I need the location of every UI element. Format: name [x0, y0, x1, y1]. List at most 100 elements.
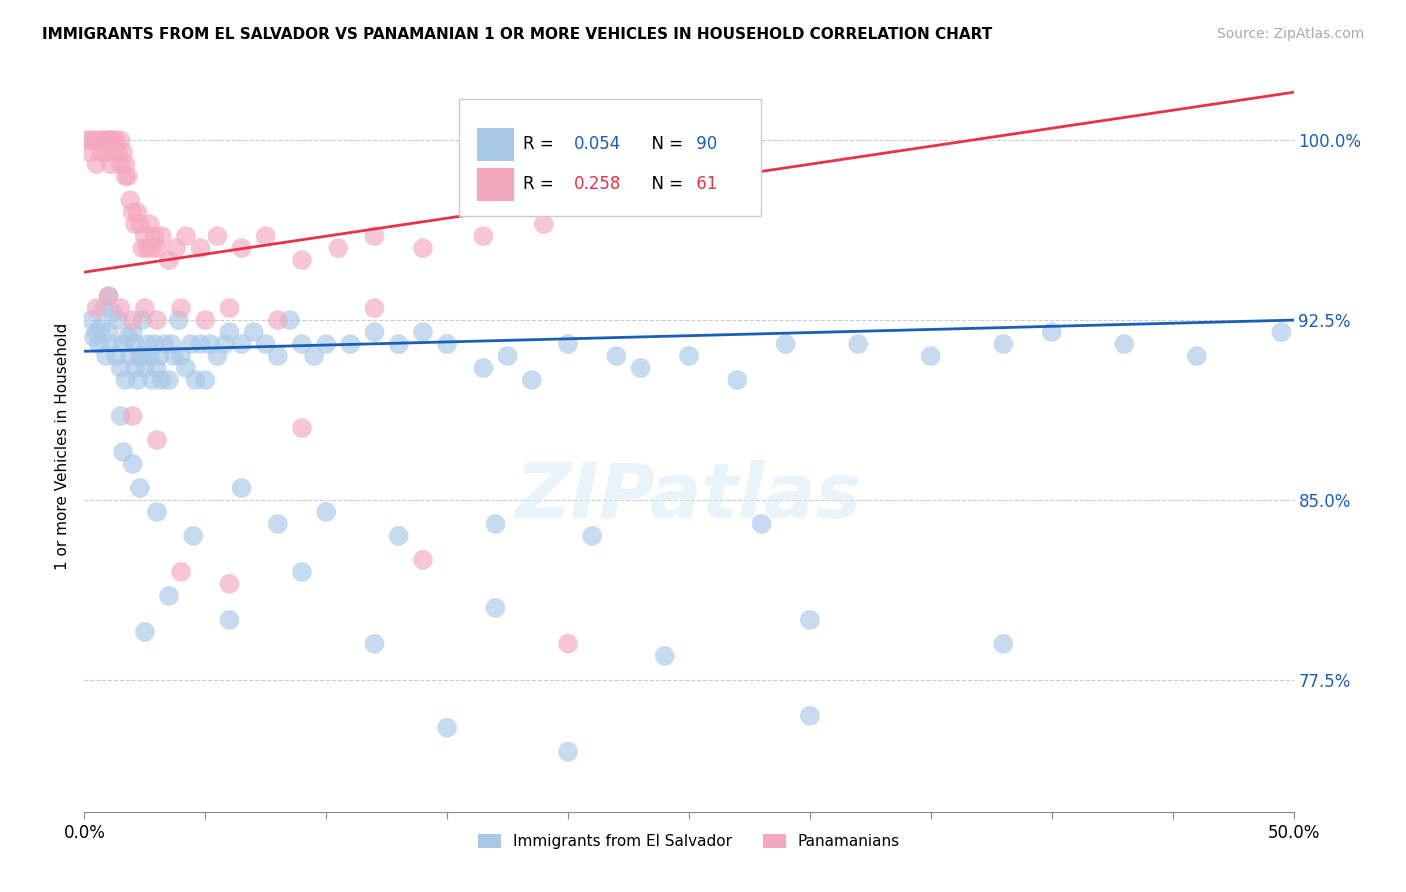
Point [97, 289, 120, 303]
Point [328, 241, 350, 255]
Y-axis label: 1 or more Vehicles in Household: 1 or more Vehicles in Household [55, 322, 70, 570]
Point [136, 337, 159, 351]
Point [129, 481, 152, 495]
Point [520, 373, 543, 387]
Point [134, 624, 156, 639]
Point [412, 325, 434, 339]
Point [134, 361, 156, 376]
Text: 0.054: 0.054 [574, 135, 621, 153]
Point [174, 229, 197, 244]
Point [231, 241, 253, 255]
Point [218, 325, 240, 339]
Point [920, 349, 942, 363]
Point [214, 337, 236, 351]
Point [143, 229, 166, 244]
Point [170, 301, 193, 315]
Point [291, 337, 314, 351]
Point [90, 145, 112, 160]
Point [107, 145, 129, 160]
Point [86, 301, 108, 315]
Point [630, 361, 652, 376]
Point [242, 325, 264, 339]
Point [207, 229, 229, 244]
Point [194, 373, 217, 387]
Point [80, 133, 103, 147]
Point [150, 229, 173, 244]
Point [174, 361, 197, 376]
Point [121, 457, 143, 471]
Point [146, 361, 169, 376]
Point [472, 229, 495, 244]
Point [112, 445, 135, 459]
Point [267, 349, 290, 363]
Point [315, 337, 337, 351]
Point [138, 349, 160, 363]
Point [436, 721, 458, 735]
Point [291, 565, 314, 579]
Point [218, 613, 240, 627]
Point [138, 217, 160, 231]
Text: 0.258: 0.258 [574, 175, 621, 194]
Point [678, 349, 700, 363]
Point [190, 241, 212, 255]
Point [100, 133, 122, 147]
Point [412, 241, 434, 255]
Point [302, 349, 325, 363]
Point [103, 133, 125, 147]
Point [153, 337, 176, 351]
Point [1270, 325, 1292, 339]
Point [496, 349, 519, 363]
Point [114, 169, 136, 184]
Point [90, 133, 112, 147]
Point [100, 157, 122, 171]
Point [76, 133, 98, 147]
Point [117, 330, 139, 344]
Text: N =: N = [641, 175, 683, 194]
Point [388, 529, 411, 543]
Point [184, 373, 207, 387]
Point [160, 337, 183, 351]
Point [218, 301, 240, 315]
Point [94, 145, 117, 160]
FancyBboxPatch shape [460, 99, 762, 216]
Point [90, 320, 112, 334]
Text: R =: R = [523, 135, 560, 153]
Point [181, 529, 204, 543]
Point [114, 157, 136, 171]
Point [484, 516, 506, 531]
Point [134, 229, 156, 244]
Point [107, 313, 129, 327]
Point [363, 301, 385, 315]
Point [103, 145, 125, 160]
Point [198, 337, 221, 351]
Point [363, 637, 385, 651]
Point [97, 325, 120, 339]
Point [207, 349, 229, 363]
Point [93, 301, 115, 315]
Point [412, 553, 434, 567]
Point [80, 313, 103, 327]
Point [120, 193, 142, 207]
Point [110, 361, 132, 376]
Point [94, 349, 117, 363]
Point [163, 349, 186, 363]
Point [124, 361, 146, 376]
Point [104, 133, 127, 147]
Point [121, 313, 143, 327]
Point [993, 337, 1015, 351]
Point [1114, 337, 1136, 351]
Point [110, 409, 132, 423]
Point [110, 301, 132, 315]
Text: IMMIGRANTS FROM EL SALVADOR VS PANAMANIAN 1 OR MORE VEHICLES IN HOUSEHOLD CORREL: IMMIGRANTS FROM EL SALVADOR VS PANAMANIA… [42, 27, 993, 42]
Point [993, 637, 1015, 651]
Point [121, 205, 143, 219]
Text: N =: N = [641, 135, 683, 153]
Point [97, 289, 120, 303]
Point [127, 205, 149, 219]
Point [77, 145, 100, 160]
Point [180, 337, 202, 351]
Point [131, 241, 153, 255]
Point [97, 133, 120, 147]
Point [194, 313, 217, 327]
Point [117, 169, 139, 184]
